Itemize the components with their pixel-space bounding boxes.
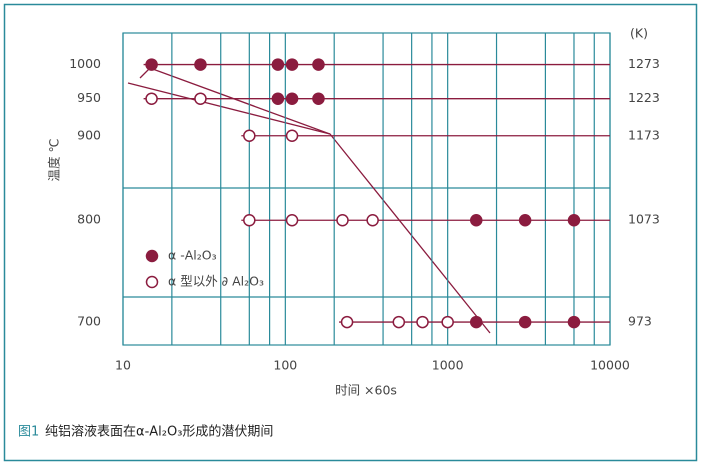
- x-tick-label: 10000: [590, 358, 630, 373]
- y-axis-label: 温度 ℃: [47, 138, 62, 181]
- point: [567, 315, 581, 329]
- legend-marker: [145, 249, 159, 263]
- point: [441, 315, 454, 329]
- point: [285, 58, 299, 71]
- legend-marker: [145, 275, 159, 289]
- y-tick-label: 950: [77, 90, 101, 105]
- point: [243, 213, 256, 227]
- point: [470, 315, 483, 329]
- x-tick-label: 1000: [432, 358, 464, 373]
- x-tick-label: 10: [115, 358, 131, 373]
- point: [285, 92, 299, 105]
- point: [285, 129, 299, 143]
- x-tick-label: 100: [273, 358, 297, 373]
- frame: [3, 3, 698, 462]
- point: [312, 92, 325, 105]
- legend-label: α -Al₂O₃: [168, 248, 217, 263]
- point: [366, 213, 379, 227]
- boundary-line: [139, 67, 491, 334]
- point: [271, 92, 285, 105]
- y-tick-label: 700: [77, 314, 101, 329]
- y-tick-label: 900: [77, 127, 101, 142]
- point: [194, 92, 207, 105]
- point: [518, 315, 532, 329]
- caption-label: 图1: [18, 425, 39, 440]
- y2-axis-label: (K): [630, 26, 648, 41]
- caption-text: 纯铝溶液表面在α-Al₂O₃形成的潜伏期间: [45, 424, 273, 440]
- point: [567, 213, 581, 227]
- point: [392, 315, 406, 329]
- y2-tick-label: 1223: [628, 90, 660, 105]
- y2-tick-label: 1273: [628, 56, 660, 71]
- legend-label: α 型以外 ∂ Al₂O₃: [168, 274, 264, 289]
- point: [194, 58, 207, 71]
- y2-tick-label: 1173: [628, 127, 660, 142]
- point: [285, 213, 299, 227]
- y-tick-label: 1000: [69, 56, 101, 71]
- x-axis-label: 时间 ×60s: [335, 383, 397, 398]
- y-tick-label: 800: [77, 212, 101, 227]
- point: [416, 315, 429, 329]
- point: [336, 213, 349, 227]
- point: [145, 92, 158, 105]
- point: [518, 213, 532, 227]
- y2-tick-label: 973: [628, 314, 652, 329]
- point: [243, 129, 256, 143]
- point: [340, 315, 354, 329]
- point: [470, 213, 483, 227]
- y2-tick-label: 1073: [628, 212, 660, 227]
- point: [145, 58, 158, 71]
- plot-area: [122, 32, 611, 346]
- boundary-line: [127, 82, 331, 135]
- point: [312, 58, 325, 71]
- point: [271, 58, 285, 71]
